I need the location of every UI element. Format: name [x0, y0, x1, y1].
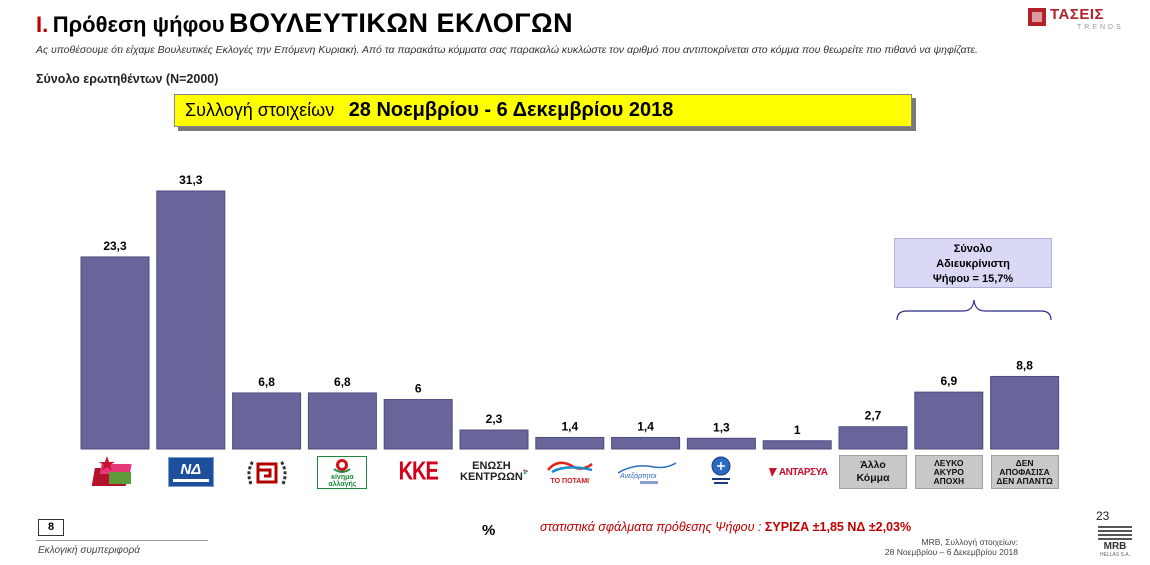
union-line: ΚΕΝΤΡΩΩΝ	[460, 471, 523, 483]
gray-box-line: Κόμμα	[856, 472, 890, 484]
party-anel-logo: Ανεξάρτητοι	[612, 455, 680, 489]
gray-box-line: ΔΕΝ	[1015, 457, 1034, 468]
source-note: MRB, Συλλογή στοιχείων: 28 Νοεμβρίου – 6…	[838, 537, 1018, 557]
bar-value-label: 1	[794, 423, 801, 437]
bar-value-label: 31,3	[179, 173, 203, 187]
bar-7	[611, 436, 681, 450]
bar-2	[232, 392, 302, 450]
logo-mark-icon	[1028, 8, 1046, 26]
gray-box-line: ΑΚΥΡΟ	[933, 466, 964, 477]
party-gray-box: ΛΕΥΚΟ ΑΚΥΡΟ ΑΠΟΧΗ	[914, 455, 983, 489]
error-values: ΣΥΡΙΖΑ ±1,85 ΝΔ ±2,03%	[764, 520, 912, 534]
gray-box-line: ΑΠΟΧΗ	[933, 475, 965, 486]
bar-0	[80, 256, 150, 450]
title-number: I.	[36, 12, 49, 37]
undecided-total-note: Σύνολο Αδιευκρίνιστη Ψήφου = 15,7%	[894, 238, 1052, 288]
bar-value-label: 1,4	[637, 419, 654, 433]
page-title: I. Πρόθεση ψήφου ΒΟΥΛΕΥΤΙΚΩΝ ΕΚΛΟΓΩΝ	[36, 8, 573, 39]
bar-3	[307, 392, 377, 450]
statistical-errors: στατιστικά σφάλματα πρόθεσης Ψήφου : ΣΥΡ…	[540, 520, 911, 534]
vote-intention-bar-chart: 23,3 31,3 6,8 6,8 6 2,3 1,4 1,4 1,3 1 2,7 6,9 8,8	[80, 173, 1060, 450]
note-line: Σύνολο	[953, 243, 993, 255]
bar-value-label: 8,8	[1016, 358, 1033, 372]
logo-subtext: TRENDS	[1077, 24, 1124, 31]
kinal-line: αλλαγής	[328, 480, 357, 488]
bar-5	[459, 429, 529, 450]
error-label: στατιστικά σφάλματα πρόθεσης Ψήφου :	[540, 520, 762, 534]
banner-label: Συλλογή στοιχείων	[185, 100, 335, 120]
bar-value-label: 6,9	[940, 374, 957, 388]
bar-6	[535, 436, 605, 450]
footer-divider	[36, 540, 208, 541]
gray-box-line: ΑΠΟΦΑΣΙΣΑ	[999, 466, 1050, 477]
mrb-logo: MRB HELLAS S.A.	[1098, 526, 1132, 558]
antarsya-text: ΑΝΤΑΡΣΥΑ	[778, 466, 828, 478]
bar-value-label: 1,4	[561, 419, 578, 433]
bar-value-label: 6,8	[258, 375, 275, 389]
party-gray-box: ΔΕΝ ΑΠΟΦΑΣΙΣΑ ΔΕΝ ΑΠΑΝΤΩ	[990, 455, 1059, 489]
party-kke-logo: ΚΚΕ	[384, 455, 452, 489]
kke-logo-text: ΚΚΕ	[398, 457, 439, 486]
party-kinal-logo: κίνημα αλλαγής	[308, 455, 376, 489]
fieldwork-banner: Συλλογή στοιχείων 28 Νοεμβρίου - 6 Δεκεμ…	[174, 94, 912, 127]
bar-value-label: 1,3	[713, 420, 730, 434]
union-line: ΕΝΩΣΗ	[472, 460, 511, 472]
party-elliniki-lysi-logo	[687, 455, 755, 489]
source-line: MRB, Συλλογή στοιχείων:	[921, 537, 1018, 547]
bar-value-label: 2,7	[865, 409, 882, 423]
title-main: ΒΟΥΛΕΥΤΙΚΩΝ ΕΚΛΟΓΩΝ	[229, 8, 574, 38]
tasis-trends-logo: ΤΑΣΕΙΣ TRENDS	[1028, 6, 1140, 32]
party-syriza-logo	[81, 455, 149, 489]
party-union-centrists-logo: ΕΝΩΣΗ ΚΕΝΤΡΩΩΝ	[460, 455, 528, 489]
bar-4	[383, 399, 453, 450]
title-prefix: Πρόθεση ψήφου	[52, 12, 225, 37]
gray-box-line: ΔΕΝ ΑΠΑΝΤΩ	[996, 475, 1053, 486]
logo-text: ΤΑΣΕΙΣ	[1050, 6, 1105, 23]
bar-value-label: 23,3	[103, 239, 127, 253]
note-line: Ψήφου = 15,7%	[932, 273, 1014, 285]
page-number-box: 8	[38, 519, 64, 536]
party-nd-logo: ΝΔ	[157, 455, 225, 489]
bar-value-label: 6,8	[334, 375, 351, 389]
bar-10	[838, 426, 908, 450]
svg-text:Ανεξάρτητοι: Ανεξάρτητοι	[619, 472, 657, 480]
slide-number: 23	[1096, 509, 1110, 523]
gray-box-line: ΛΕΥΚΟ	[934, 457, 964, 468]
bar-8	[686, 437, 756, 450]
potami-text: ΤΟ ΠΟΤΑΜΙ	[550, 477, 590, 485]
undecided-brace-icon	[896, 299, 1052, 321]
bar-11	[914, 391, 984, 450]
sample-size: Σύνολο ερωτηθέντων (N=2000)	[36, 72, 219, 86]
banner-dates: 28 Νοεμβρίου - 6 Δεκεμβρίου 2018	[348, 99, 674, 121]
kinal-line: κίνημα	[331, 473, 354, 481]
mrb-logo-text: MRB	[1103, 541, 1127, 552]
party-potami-logo: ΤΟ ΠΟΤΑΜΙ	[536, 455, 604, 489]
unit-symbol: %	[482, 522, 496, 539]
nd-logo-text: ΝΔ	[180, 461, 202, 478]
gray-box-line: Άλλο	[860, 459, 886, 471]
bar-value-label: 6	[415, 382, 422, 396]
party-golden-dawn-logo	[233, 455, 301, 489]
note-line: Αδιευκρίνιστη	[936, 258, 1010, 270]
mrb-logo-subtext: HELLAS S.A.	[1099, 552, 1130, 558]
mrb-stripes-icon	[1098, 526, 1132, 540]
question-description: Ας υποθέσουμε ότι είχαμε Βουλευτικές Εκλ…	[36, 44, 978, 56]
bar-9	[762, 440, 832, 450]
section-name: Εκλογική συμπεριφορά	[38, 545, 140, 556]
bar-value-label: 2,3	[486, 412, 503, 426]
source-line: 28 Νοεμβρίου – 6 Δεκεμβρίου 2018	[884, 547, 1018, 557]
party-antarsya-logo: ΑΝΤΑΡΣΥΑ	[763, 455, 831, 489]
party-gray-box: Άλλο Κόμμα	[839, 455, 907, 489]
bar-12	[990, 375, 1060, 450]
bar-1	[156, 190, 226, 450]
